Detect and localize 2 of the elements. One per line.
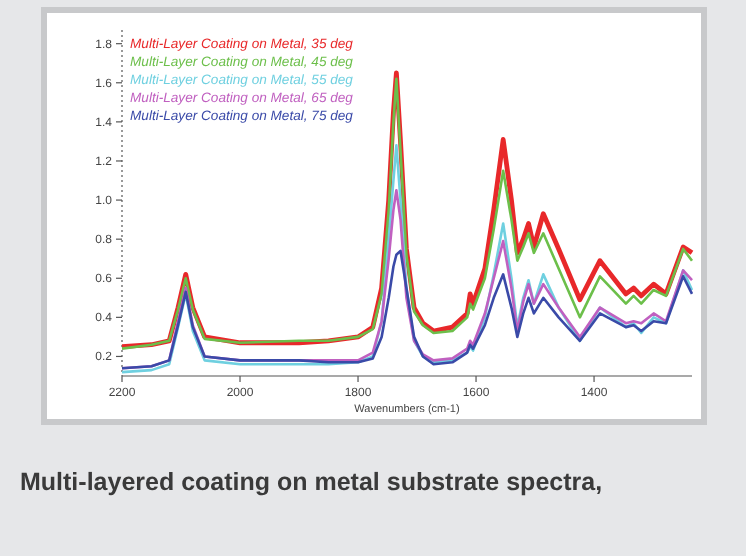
- line-series: [120, 249, 694, 370]
- text: Multi-layered coating on metal substrate spectra,: [20, 468, 603, 496]
